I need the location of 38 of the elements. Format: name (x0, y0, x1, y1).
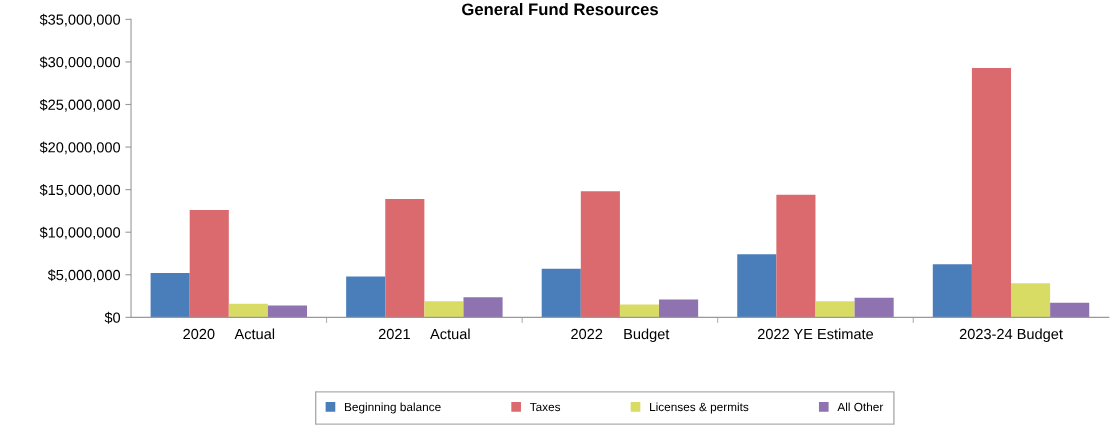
legend-label: All Other (837, 402, 884, 412)
bar (854, 297, 894, 318)
bar (737, 254, 777, 318)
chart-title: General Fund Resources (462, 2, 658, 16)
x-tick-label: 2020 Actual (183, 328, 275, 340)
legend-label: Beginning balance (345, 402, 441, 414)
bar (619, 304, 660, 318)
bar (189, 210, 229, 318)
y-tick-label: $15,000,000 (39, 184, 121, 197)
y-tick-label: $0 (104, 311, 121, 324)
bar (463, 297, 503, 318)
legend-label: Taxes (529, 402, 561, 412)
bar (580, 191, 620, 318)
bar (267, 305, 308, 318)
y-tick-label: $10,000,000 (39, 226, 121, 240)
bar (541, 268, 581, 318)
y-tick-label: $25,000,000 (39, 98, 121, 112)
x-tick-label: 2022 Budget (571, 328, 670, 343)
bar (659, 299, 699, 318)
x-tick-label: 2023-24 Budget (959, 328, 1063, 343)
bar (1011, 283, 1051, 318)
y-tick-label: $5,000,000 (47, 269, 121, 282)
y-tick-label: $30,000,000 (39, 56, 121, 70)
y-tick-label: $20,000,000 (39, 141, 121, 155)
bar (228, 303, 268, 318)
bar (424, 301, 464, 318)
bar (346, 276, 386, 318)
y-tick-label: $35,000,000 (39, 13, 121, 27)
x-tick-label: 2022 YE Estimate (757, 328, 874, 340)
bar (1050, 302, 1090, 318)
x-tick-label: 2021 Actual (378, 328, 470, 340)
bar (776, 194, 816, 318)
legend-label: Licenses & permits (650, 402, 749, 414)
bar (385, 199, 425, 318)
bar (815, 301, 855, 318)
bar (150, 273, 190, 318)
bar (971, 67, 1012, 318)
bar (932, 264, 972, 318)
